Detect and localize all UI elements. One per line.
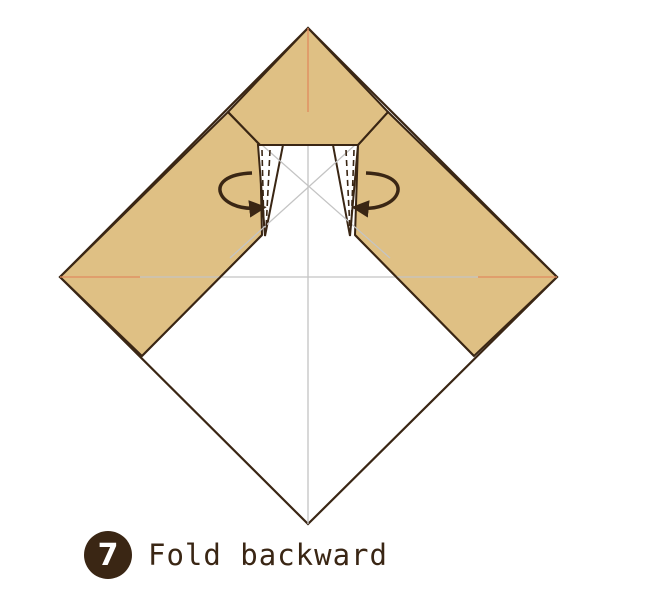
dashed-fold-lines bbox=[261, 149, 355, 231]
curved-arrow-fold-back-icon-left bbox=[218, 171, 267, 218]
step-instruction: Fold backward bbox=[148, 538, 388, 572]
curved-arrow-fold-back-icon-right bbox=[351, 171, 400, 218]
step-caption: 7 Fold backward bbox=[84, 530, 388, 580]
step-number-badge: 7 bbox=[84, 531, 132, 579]
gray-crease-lines bbox=[140, 144, 478, 524]
orange-crease-lines bbox=[60, 28, 557, 278]
fold-edges bbox=[141, 111, 475, 357]
